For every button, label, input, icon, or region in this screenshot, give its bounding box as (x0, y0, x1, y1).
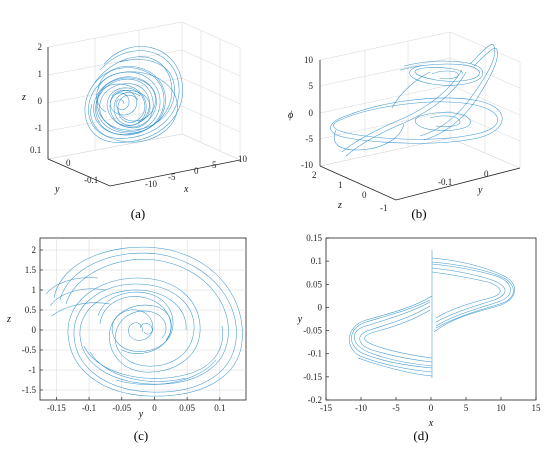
panel-c-x-tick-label: -0.15 (47, 403, 66, 413)
panel-d-x-tick-label: -15 (320, 403, 332, 413)
panel-c-x-label: y (138, 409, 144, 420)
panel-b-phi-tick: 10 (304, 55, 314, 65)
panel-d-x-ticks: -15 -10 -5 0 5 10 15 (320, 397, 541, 413)
panel-b: 10 5 0 -5 -10 ϕ 2 1 0 -1 z -0.1 0 y (b) (288, 31, 521, 221)
panel-c-y-ticks: 2 1.5 1 0.5 0 -0.5 -1 -1.5 (22, 245, 43, 395)
panel-a-x-tick: 10 (238, 154, 248, 164)
panel-d-x-label: x (428, 418, 434, 429)
panel-c-y-tick-label: 0 (32, 325, 37, 335)
panel-a-z-tick: 0 (38, 96, 43, 106)
panel-d-y-tick-label: -0.2 (308, 395, 322, 405)
panel-b-phi-tick: -5 (306, 134, 314, 144)
panel-a-y-tick: -0.1 (84, 175, 98, 185)
panel-a-x-ticks: -10 -5 0 5 10 (145, 154, 248, 189)
panel-d-y-tick-label: 0.15 (306, 233, 322, 243)
panel-d-x-tick-label: 0 (429, 403, 434, 413)
panel-c-x-ticks: -0.15 -0.1 -0.05 0 0.05 0.1 (47, 397, 225, 413)
panel-c-gridlines (40, 238, 246, 400)
panel-d-x-tick-label: 5 (464, 403, 469, 413)
panel-b-trajectory (330, 44, 503, 157)
panel-d-x-tick-label: 10 (497, 403, 507, 413)
panel-c-caption: (c) (134, 428, 148, 443)
panel-d-y-ticks: 0.15 0.1 0.05 0 -0.05 -0.1 -0.15 -0.2 (303, 233, 329, 405)
panel-a-x-label: x (183, 184, 189, 195)
panel-c-y-tick-label: 2 (32, 245, 37, 255)
panel-c-y-tick-label: 1.5 (25, 265, 37, 275)
panel-a-y-tick: 0 (66, 158, 71, 168)
panel-b-caption: (b) (411, 206, 426, 221)
panel-b-phi-tick: 0 (309, 108, 314, 118)
panel-a-z-label: z (21, 92, 26, 103)
panel-b-y-tick: -0.1 (438, 177, 452, 187)
panel-d-x-tick-label: 15 (532, 403, 542, 413)
panel-a-base-axes (47, 158, 241, 187)
panel-c-x-tick-label: -0.05 (112, 403, 131, 413)
panel-b-phi-ticks: 10 5 0 -5 -10 (301, 55, 314, 170)
panel-a-y-tick: 0.1 (30, 145, 41, 155)
panel-a-y-ticks: 0.1 0 -0.1 (30, 145, 98, 185)
panel-b-y-tick: 0 (484, 169, 489, 179)
panel-d-y-tick-label: 0.05 (306, 279, 322, 289)
panel-c-y-tick-label: -1.5 (22, 385, 37, 395)
panel-d-y-label: y (297, 314, 303, 325)
panel-b-z-tick: 2 (312, 170, 317, 180)
panel-b-base-axes (319, 165, 521, 201)
panel-d-y-tick-label: -0.1 (308, 349, 322, 359)
panel-a-z-tick: 2 (38, 42, 43, 52)
panel-b-z-label: z (337, 200, 342, 211)
panel-c-y-label: z (6, 314, 11, 325)
panel-b-z-tick: 1 (338, 180, 343, 190)
panel-d-caption: (d) (413, 428, 428, 443)
panel-d-trajectory (349, 250, 515, 378)
panel-c-x-tick-label: -0.1 (82, 403, 96, 413)
panel-b-phi-label: ϕ (288, 110, 293, 121)
panel-b-phi-tick: -10 (301, 160, 313, 170)
panel-b-y-ticks: -0.1 0 (438, 169, 489, 187)
panel-d-y-tick-label: -0.05 (303, 326, 322, 336)
panel-c-y-tick-label: -1 (29, 365, 37, 375)
panel-c-y-tick-label: -0.5 (22, 345, 37, 355)
panel-a-x-tick: -5 (168, 172, 176, 182)
panel-a-y-label: y (54, 184, 60, 195)
panel-a-trajectory (84, 46, 183, 143)
panel-a: 2 1 0 -1 z 0.1 0 -0.1 y -10 -5 0 5 10 x … (21, 21, 248, 221)
panel-d-y-tick-label: 0 (318, 302, 323, 312)
panel-c-y-tick-label: 0.5 (25, 305, 37, 315)
panel-c-x-tick-label: 0 (152, 403, 157, 413)
panel-d-x-tick-label: -5 (392, 403, 400, 413)
panel-c-x-tick-label: 0.05 (179, 403, 195, 413)
panel-b-z-tick: -1 (380, 203, 388, 213)
panel-a-x-tick: 5 (212, 160, 217, 170)
panel-a-z-tick: 1 (38, 69, 43, 79)
panel-c: -0.15 -0.1 -0.05 0 0.05 0.1 2 1.5 1 0.5 0 -0.5 -1 -1… (6, 237, 247, 443)
panel-b-z-tick: 0 (362, 190, 367, 200)
panel-c-trajectory (45, 246, 243, 397)
panel-b-grid (319, 31, 521, 201)
panel-a-z-tick: -1 (35, 123, 43, 133)
panel-d: -15 -10 -5 0 5 10 15 0.15 0.1 0.05 0 -0.05 -0.1 -0.1… (297, 233, 541, 443)
panel-a-x-tick: -10 (145, 179, 157, 189)
panel-a-caption: (a) (131, 206, 145, 221)
panel-a-x-tick: 0 (194, 166, 199, 176)
panel-d-x-tick-label: -10 (355, 403, 367, 413)
panel-b-y-label: y (477, 185, 483, 196)
panel-d-y-tick-label: -0.15 (303, 372, 322, 382)
panel-b-z-ticks: 2 1 0 -1 (312, 170, 388, 213)
panel-a-z-ticks: 2 1 0 -1 (35, 42, 43, 133)
panel-b-box-back (319, 31, 521, 169)
panel-b-phi-tick: 5 (309, 81, 314, 91)
panel-c-frame (39, 237, 247, 401)
panel-d-y-tick-label: 0.1 (311, 256, 322, 266)
panel-c-x-tick-label: 0.1 (214, 403, 225, 413)
panel-c-y-tick-label: 1 (32, 285, 37, 295)
